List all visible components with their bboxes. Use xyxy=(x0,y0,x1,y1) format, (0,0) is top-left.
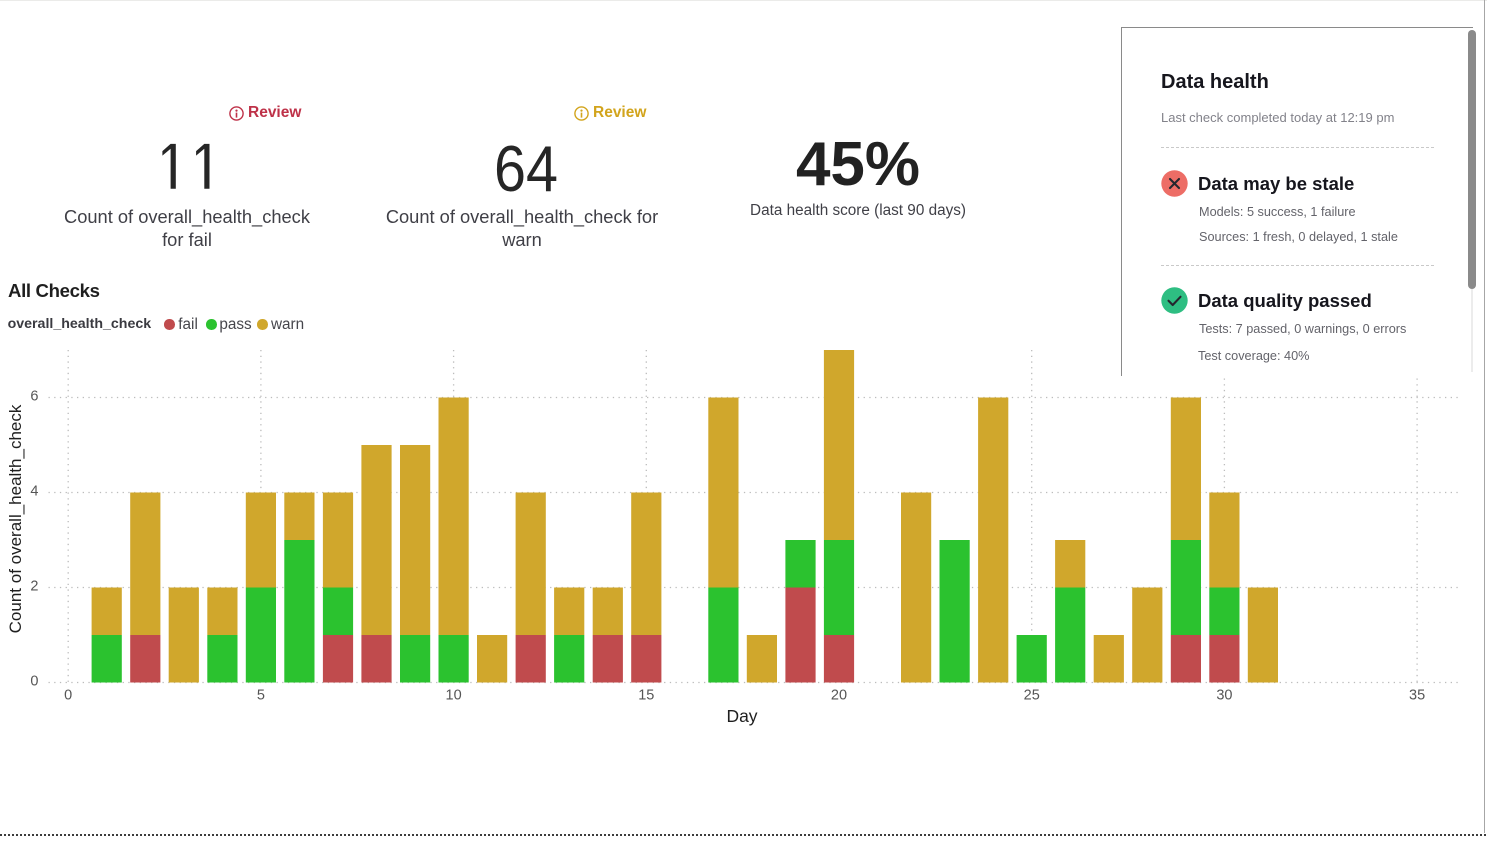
svg-text:5: 5 xyxy=(257,688,265,704)
svg-text:15: 15 xyxy=(638,688,654,704)
svg-text:Day: Day xyxy=(726,706,757,726)
svg-text:30: 30 xyxy=(1216,688,1232,704)
svg-text:0: 0 xyxy=(64,688,72,704)
svg-text:10: 10 xyxy=(446,688,462,704)
svg-text:0: 0 xyxy=(30,674,38,690)
svg-text:25: 25 xyxy=(1024,688,1040,704)
svg-text:35: 35 xyxy=(1409,688,1425,704)
svg-text:2: 2 xyxy=(30,579,38,595)
svg-text:Count of overall_health_check: Count of overall_health_check xyxy=(6,404,25,633)
svg-text:20: 20 xyxy=(831,688,847,704)
svg-text:6: 6 xyxy=(30,389,38,405)
svg-text:4: 4 xyxy=(30,484,38,500)
